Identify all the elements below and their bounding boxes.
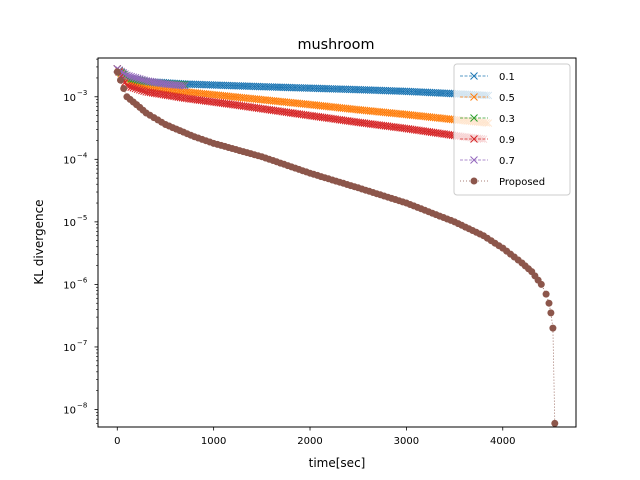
legend: 0.1 0.5 0.3 0.9 0.7 Proposed <box>453 63 571 196</box>
data-point <box>131 73 140 82</box>
y-tick-label-exponent: −7 <box>77 339 87 347</box>
y-tick-label: 10 <box>63 343 76 354</box>
legend-marker <box>470 114 478 122</box>
data-point <box>180 81 189 90</box>
legend-marker <box>470 93 478 101</box>
data-point <box>551 419 559 427</box>
y-axis: 10−810−710−610−510−410−3 <box>63 58 98 424</box>
y-tick-label-exponent: −5 <box>77 214 87 222</box>
legend-label: 0.9 <box>499 135 515 146</box>
x-tick-label: 2000 <box>297 436 322 447</box>
y-tick-label-exponent: −6 <box>77 276 88 284</box>
series-line <box>116 68 484 140</box>
y-tick-label: 10 <box>63 218 76 229</box>
data-point <box>549 324 557 332</box>
x-axis-label: time[sec] <box>309 456 366 470</box>
y-tick-label: 10 <box>63 405 76 416</box>
y-tick-label: 10 <box>63 155 76 166</box>
data-point <box>113 68 121 76</box>
legend-label: 0.5 <box>499 93 515 104</box>
y-tick-label: 10 <box>63 280 76 291</box>
data-point <box>133 74 142 83</box>
data-point <box>135 85 144 94</box>
legend-box <box>453 63 571 196</box>
y-tick-label: 10 <box>63 93 76 104</box>
legend-marker <box>470 177 478 185</box>
data-point <box>129 83 138 92</box>
legend-marker <box>470 156 478 164</box>
legend-marker <box>470 135 478 143</box>
x-tick-label: 3000 <box>394 436 419 447</box>
legend-item: 0.7 <box>460 156 515 167</box>
legend-item: 0.5 <box>460 93 515 104</box>
plot-series-group <box>113 64 559 427</box>
legend-label: 0.3 <box>499 114 515 125</box>
data-point <box>138 75 146 84</box>
data-point <box>129 73 138 82</box>
x-tick-label: 0 <box>114 436 120 447</box>
legend-label: 0.7 <box>499 156 515 167</box>
y-tick-label-exponent: −8 <box>77 401 87 409</box>
plot-frame <box>97 57 577 428</box>
data-point <box>138 86 146 95</box>
y-tick-label-exponent: −4 <box>77 151 88 159</box>
chart-title: mushroom <box>298 37 375 53</box>
legend-item: 0.9 <box>460 135 515 146</box>
legend-item: 0.3 <box>460 114 515 125</box>
legend-label: Proposed <box>499 177 545 188</box>
data-point <box>178 81 187 90</box>
y-tick-label-exponent: −3 <box>77 89 87 97</box>
x-axis: 0 1000 2000 3000 4000 <box>114 427 515 447</box>
data-point <box>131 84 140 93</box>
data-point <box>542 290 550 298</box>
data-point <box>117 76 124 84</box>
legend-item: Proposed <box>460 177 545 188</box>
data-point <box>547 309 555 317</box>
data-point <box>125 72 133 80</box>
x-tick-label: 1000 <box>201 436 226 447</box>
data-point <box>537 280 545 288</box>
data-point <box>120 85 128 92</box>
data-point <box>135 75 144 83</box>
y-axis-label: KL divergence <box>32 199 46 284</box>
data-point <box>123 71 131 80</box>
legend-item: 0.1 <box>460 72 515 83</box>
legend-label: 0.1 <box>499 72 515 83</box>
data-point <box>545 299 553 307</box>
series-proposed <box>113 68 559 427</box>
series-0-7 <box>113 64 189 90</box>
data-point <box>127 83 136 91</box>
data-point <box>133 85 142 93</box>
x-tick-label: 4000 <box>490 436 515 447</box>
data-point <box>127 72 136 81</box>
legend-marker <box>470 72 478 80</box>
